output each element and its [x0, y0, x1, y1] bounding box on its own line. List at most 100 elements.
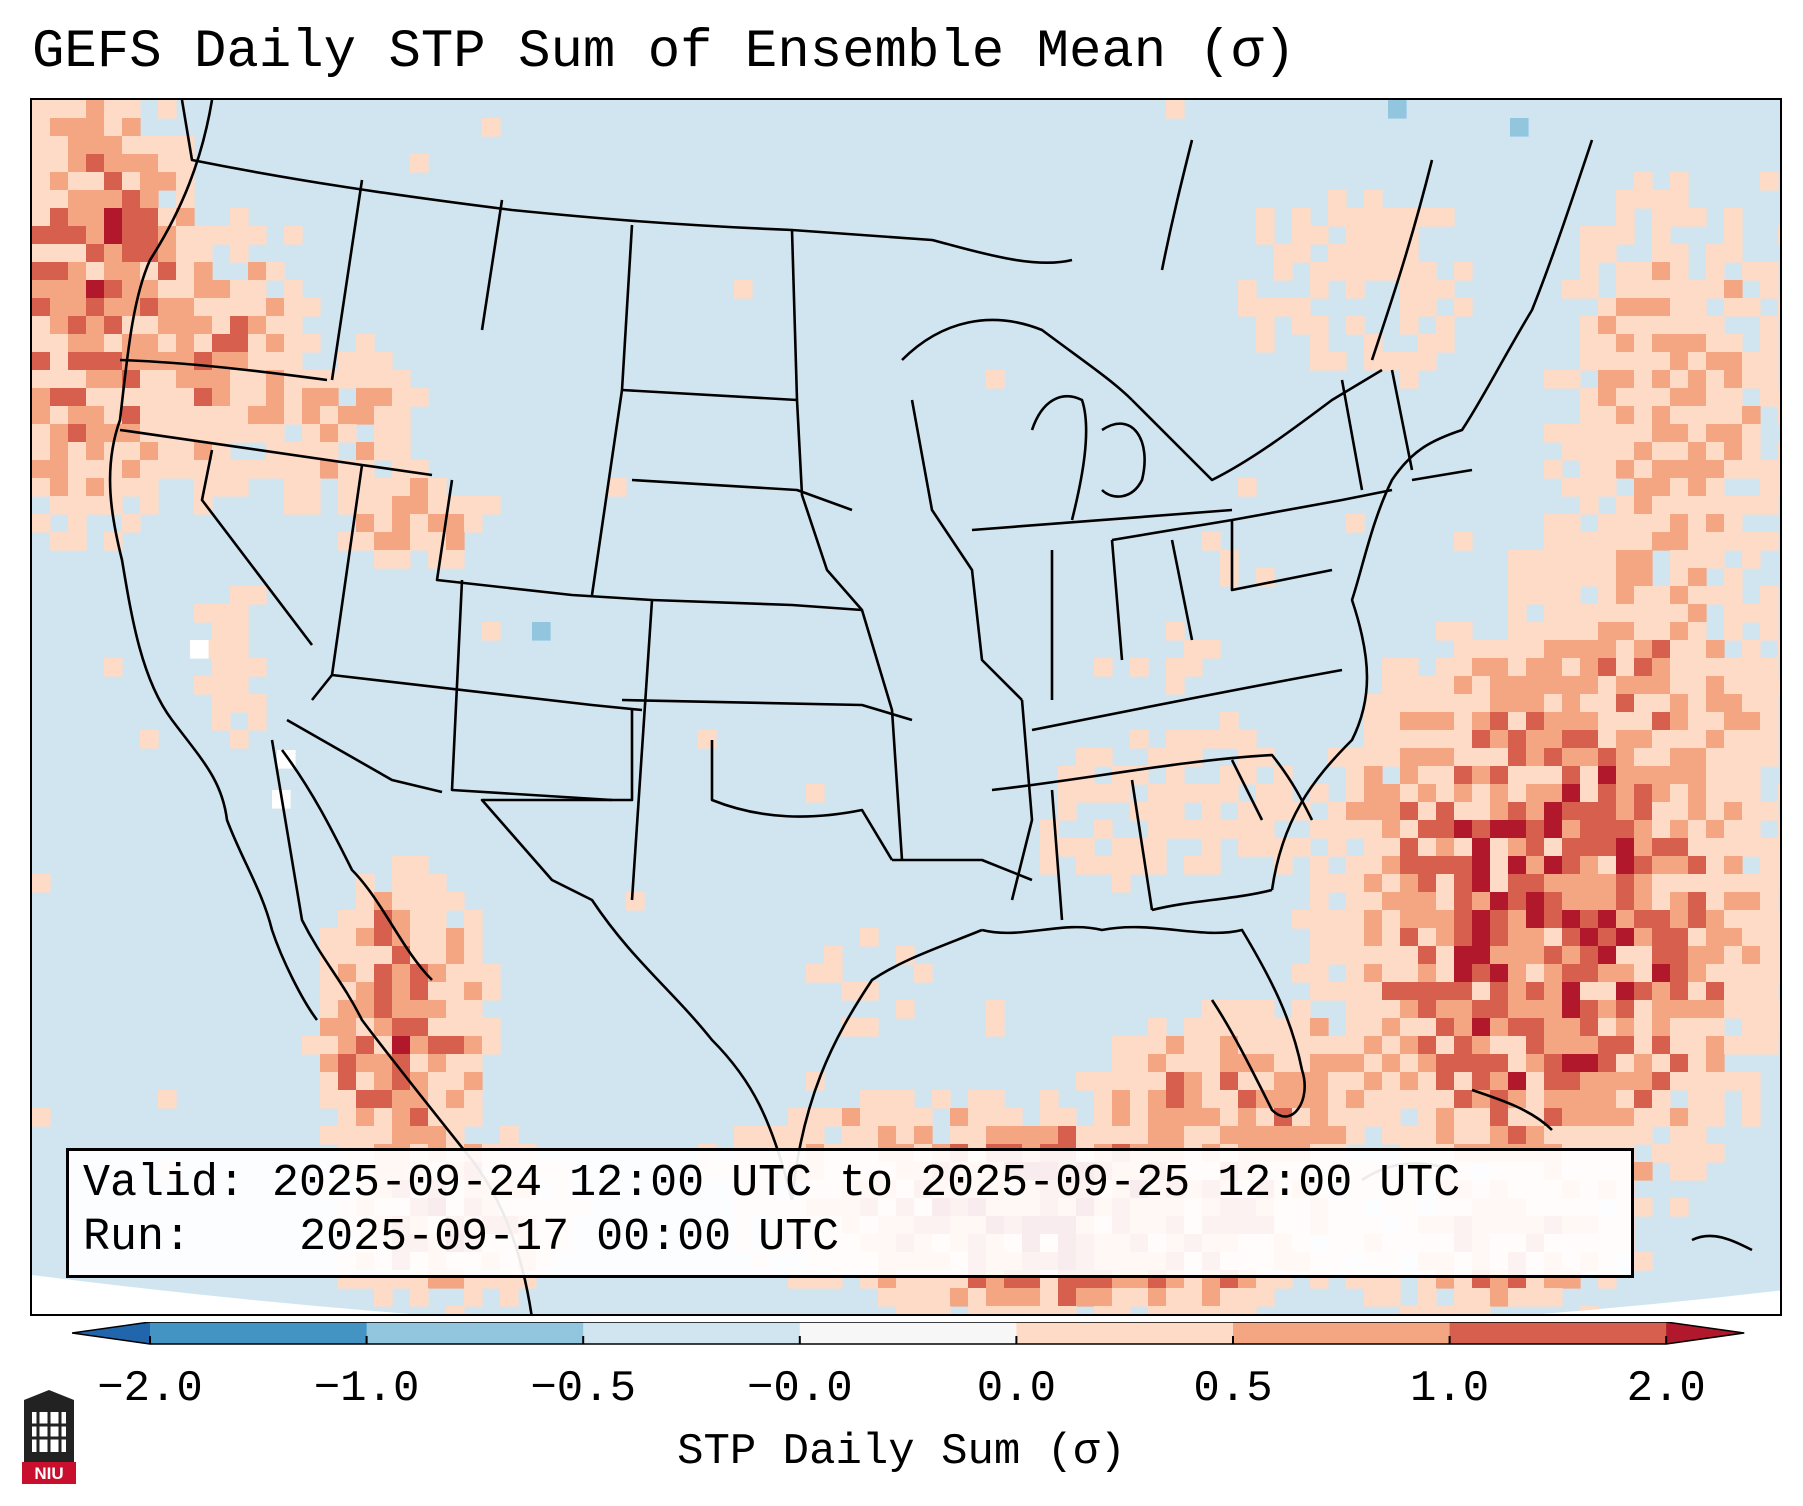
colorbar-bin-4	[1016, 1322, 1234, 1344]
stp-cell	[1400, 316, 1419, 335]
stp-cell	[1112, 1126, 1131, 1145]
stp-cell	[1778, 964, 1780, 983]
stp-cell	[212, 604, 231, 623]
stp-cell	[1670, 298, 1689, 317]
map-panel[interactable]	[30, 98, 1782, 1316]
stp-cell	[104, 244, 123, 263]
stp-cell	[1130, 802, 1149, 821]
stp-cell	[1058, 1126, 1077, 1145]
stp-cell	[1382, 928, 1401, 947]
stp-cell	[1364, 820, 1383, 839]
stp-cell	[1724, 568, 1743, 587]
stp-cell	[1526, 964, 1545, 983]
stp-cell	[446, 496, 465, 515]
stp-cell	[446, 1090, 465, 1109]
stp-cell	[986, 370, 1005, 389]
boundary-line	[1471, 1088, 1553, 1131]
stp-cell	[1388, 100, 1407, 119]
stp-cell	[1760, 622, 1779, 641]
stp-cell	[1724, 946, 1743, 965]
stp-cell	[1544, 730, 1563, 749]
stp-cell	[1544, 586, 1563, 605]
stp-cell	[338, 1018, 357, 1037]
stp-cell	[1346, 766, 1365, 785]
stp-cell	[1778, 676, 1780, 695]
stp-cell	[1454, 298, 1473, 317]
stp-cell	[1706, 640, 1725, 659]
stp-cell	[1616, 1090, 1635, 1109]
stp-cell	[122, 370, 141, 389]
stp-cell	[1220, 1072, 1239, 1091]
stp-cell	[32, 388, 51, 407]
stp-cell	[1742, 766, 1761, 785]
colorbar-bin-1	[366, 1322, 584, 1344]
stp-cell	[284, 334, 303, 353]
stp-cell	[1400, 928, 1419, 947]
stp-cell	[446, 1072, 465, 1091]
stp-cell	[32, 298, 51, 317]
stp-cell	[1238, 1306, 1257, 1314]
stp-cell	[1652, 1018, 1671, 1037]
stp-cell	[1706, 406, 1725, 425]
stp-cell	[1382, 676, 1401, 695]
stp-cell	[1562, 964, 1581, 983]
stp-cell	[266, 334, 285, 353]
stp-cell	[1544, 1126, 1563, 1145]
stp-cell	[32, 172, 51, 191]
stp-cell	[140, 316, 159, 335]
stp-cell	[392, 550, 411, 569]
stp-cell	[1598, 388, 1617, 407]
stp-cell	[248, 694, 267, 713]
stp-cell	[356, 388, 375, 407]
stp-cell	[1634, 892, 1653, 911]
stp-cell	[50, 496, 69, 515]
stp-cell	[392, 1126, 411, 1145]
stp-cell	[320, 1126, 339, 1145]
stp-cell	[1670, 730, 1689, 749]
stp-cell	[1418, 1126, 1437, 1145]
stp-cell	[1688, 622, 1707, 641]
stp-cell	[68, 154, 87, 173]
stp-cell	[1364, 226, 1383, 245]
stp-cell	[1472, 838, 1491, 857]
boundary-line	[1340, 379, 1364, 491]
stp-cell	[1220, 1090, 1239, 1109]
boundary-line	[621, 698, 913, 722]
stp-cell	[1526, 1054, 1545, 1073]
stp-cell	[1418, 892, 1437, 911]
stp-cell	[1706, 424, 1725, 443]
stp-cell	[1652, 244, 1671, 263]
stp-cell	[1652, 640, 1671, 659]
stp-cell	[1724, 406, 1743, 425]
stp-cell	[212, 334, 231, 353]
stp-cell	[194, 604, 213, 623]
stp-cell	[1436, 1000, 1455, 1019]
stp-cell	[32, 262, 51, 281]
stp-cell	[1454, 262, 1473, 281]
stp-cell	[1346, 244, 1365, 263]
stp-cell	[320, 1018, 339, 1037]
stp-cell	[1616, 910, 1635, 929]
stp-cell	[392, 964, 411, 983]
stp-cell	[1256, 298, 1275, 317]
stp-cell	[1490, 982, 1509, 1001]
stp-cell	[1022, 1126, 1041, 1145]
stp-cell	[1454, 1126, 1473, 1145]
stp-cell	[86, 370, 105, 389]
stp-cell	[1526, 712, 1545, 731]
stp-cell	[1544, 370, 1563, 389]
stp-cell	[302, 478, 321, 497]
stp-cell	[986, 1018, 1005, 1037]
stp-cell	[1382, 802, 1401, 821]
stp-cell	[158, 136, 177, 155]
stp-cell	[1616, 442, 1635, 461]
stp-cell	[1256, 748, 1275, 767]
stp-cell	[1598, 532, 1617, 551]
boundary-line	[1270, 139, 1594, 891]
stp-cell	[1670, 1108, 1689, 1127]
stp-cell	[1508, 748, 1527, 767]
stp-cell	[1544, 532, 1563, 551]
stp-cell	[284, 442, 303, 461]
stp-cell	[1688, 766, 1707, 785]
stp-cell	[1706, 388, 1725, 407]
